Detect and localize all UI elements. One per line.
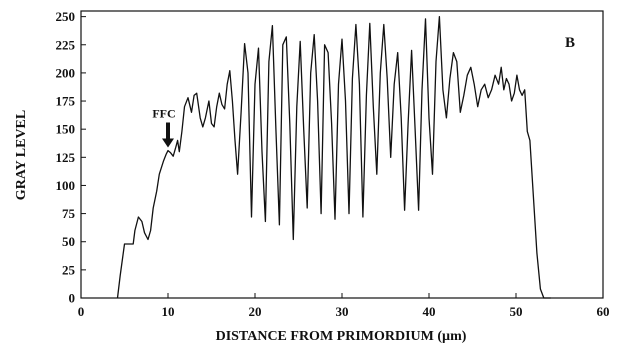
series-line [116, 15, 551, 299]
x-tick-label: 50 [510, 304, 523, 319]
x-tick-label: 30 [336, 304, 349, 319]
y-tick-label: 100 [56, 178, 76, 193]
y-tick-label: 175 [56, 94, 76, 109]
y-tick-label: 150 [56, 122, 76, 137]
x-tick-label: 20 [249, 304, 262, 319]
y-tick-label: 225 [56, 37, 76, 52]
y-axis-title: GRAY LEVEL [14, 110, 29, 200]
y-tick-label: 200 [56, 65, 76, 80]
x-axis-title: DISTANCE FROM PRIMORDIUM (µm) [216, 329, 467, 344]
panel-label: B [565, 35, 575, 51]
ffc-annotation-label: FFC [152, 107, 175, 121]
x-tick-label: 40 [423, 304, 436, 319]
x-tick-label: 10 [162, 304, 175, 319]
y-tick-label: 250 [56, 9, 76, 24]
y-tick-label: 125 [56, 150, 76, 165]
y-tick-label: 0 [69, 291, 76, 306]
y-tick-label: 75 [62, 206, 76, 221]
x-tick-label: 60 [597, 304, 610, 319]
plot-area [80, 10, 604, 299]
x-tick-label: 0 [78, 304, 85, 319]
ffc-arrow-icon [162, 122, 174, 148]
axis-ticks: 0 25 50 75 100 125 150 175 200 225 250 0 10 20 30 40 50 6… [56, 9, 610, 319]
plot-frame [80, 10, 604, 299]
y-tick-label: 25 [62, 262, 76, 277]
y-tick-label: 50 [62, 234, 75, 249]
